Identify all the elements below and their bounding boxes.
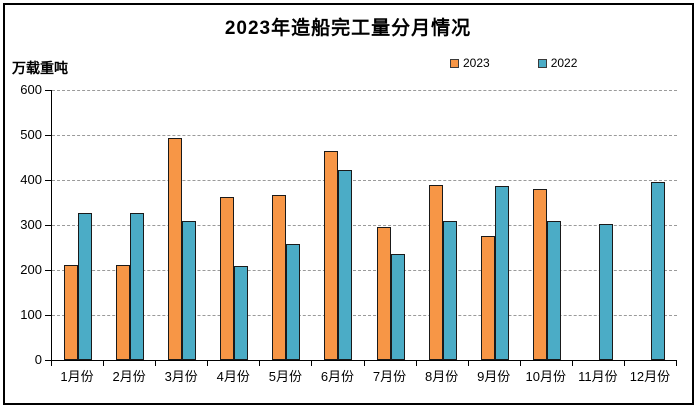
x-axis-tick-7 bbox=[415, 361, 417, 366]
bar-2022-8月份 bbox=[442, 221, 457, 360]
legend-item-2022: 2022 bbox=[537, 56, 578, 70]
legend: 2023 2022 bbox=[450, 56, 577, 70]
y-tick-label-0: 0 bbox=[34, 352, 42, 367]
x-axis-tick-3 bbox=[207, 361, 209, 366]
bar-2022-5月份 bbox=[286, 244, 301, 360]
bar-2023-5月份 bbox=[272, 194, 287, 360]
x-axis-tick-11 bbox=[623, 361, 625, 366]
legend-swatch-2023 bbox=[450, 58, 459, 68]
bar-2023-10月份 bbox=[532, 188, 547, 360]
y-axis-tick-0 bbox=[45, 360, 51, 361]
y-tick-label-500: 500 bbox=[20, 127, 42, 142]
x-tick-label-5月份: 5月份 bbox=[268, 369, 302, 384]
gridline-200 bbox=[52, 270, 677, 271]
bar-2022-3月份 bbox=[182, 221, 197, 360]
y-axis-unit-label: 万载重吨 bbox=[12, 60, 68, 76]
x-tick-label-12月份: 12月份 bbox=[629, 369, 671, 384]
legend-item-2023: 2023 bbox=[450, 56, 490, 70]
y-tick-label-600: 600 bbox=[20, 82, 42, 97]
gridline-500 bbox=[52, 135, 677, 136]
x-tick-label-7月份: 7月份 bbox=[372, 369, 407, 384]
x-axis-tick-5 bbox=[311, 361, 313, 366]
x-axis-tick-0 bbox=[51, 361, 52, 366]
y-tick-label-200: 200 bbox=[20, 262, 42, 277]
bar-2023-7月份 bbox=[376, 226, 391, 360]
x-axis-tick-9 bbox=[519, 361, 521, 366]
x-tick-label-3月份: 3月份 bbox=[164, 369, 198, 384]
legend-swatch-2022 bbox=[537, 58, 547, 68]
bar-2022-1月份 bbox=[78, 213, 93, 360]
x-tick-label-11月份: 11月份 bbox=[578, 369, 618, 384]
x-tick-label-2月份: 2月份 bbox=[112, 369, 146, 384]
y-axis-tick-300 bbox=[45, 225, 51, 226]
gridline-300 bbox=[52, 225, 677, 226]
bar-2022-2月份 bbox=[130, 212, 145, 360]
legend-label-2023: 2023 bbox=[463, 56, 490, 70]
x-tick-label-4月份: 4月份 bbox=[216, 369, 250, 384]
legend-label-2022: 2022 bbox=[550, 56, 578, 70]
y-axis-tick-200 bbox=[45, 270, 51, 271]
bar-2023-6月份 bbox=[324, 150, 339, 360]
x-tick-label-6月份: 6月份 bbox=[320, 369, 355, 384]
bar-2023-2月份 bbox=[116, 265, 131, 360]
y-axis-tick-600 bbox=[45, 90, 51, 91]
bar-2022-10月份 bbox=[546, 221, 561, 360]
y-tick-label-400: 400 bbox=[20, 172, 42, 187]
y-axis-tick-500 bbox=[45, 135, 51, 136]
bar-2023-8月份 bbox=[428, 185, 443, 360]
x-axis-tick-2 bbox=[155, 361, 157, 366]
chart-title: 2023年造船完工量分月情况 bbox=[224, 18, 472, 39]
gridline-100 bbox=[52, 315, 677, 316]
bar-2022-12月份 bbox=[650, 181, 665, 360]
bar-2023-3月份 bbox=[168, 137, 183, 360]
y-axis-tick-100 bbox=[45, 315, 51, 316]
bar-2022-6月份 bbox=[338, 170, 353, 360]
x-tick-label-1月份: 1月份 bbox=[60, 369, 94, 384]
x-tick-label-8月份: 8月份 bbox=[425, 369, 459, 384]
bar-2023-4月份 bbox=[220, 196, 235, 360]
x-axis-tick-4 bbox=[259, 361, 261, 366]
bar-2023-9月份 bbox=[480, 235, 495, 360]
y-axis-tick-400 bbox=[45, 180, 51, 181]
y-tick-label-100: 100 bbox=[20, 307, 42, 322]
x-axis-tick-10 bbox=[571, 361, 573, 366]
bar-2022-11月份 bbox=[598, 224, 613, 360]
x-axis-tick-6 bbox=[363, 361, 365, 366]
bar-2022-4月份 bbox=[234, 265, 249, 360]
plot-area bbox=[51, 90, 677, 361]
x-axis-tick-8 bbox=[467, 361, 469, 366]
x-axis-tick-12 bbox=[676, 361, 677, 366]
bar-2023-1月份 bbox=[64, 265, 79, 360]
y-tick-label-300: 300 bbox=[20, 217, 42, 232]
gridline-400 bbox=[52, 180, 677, 181]
bar-2022-9月份 bbox=[494, 186, 509, 360]
x-tick-label-10月份: 10月份 bbox=[525, 369, 567, 384]
x-axis-tick-1 bbox=[103, 361, 105, 366]
gridline-600 bbox=[52, 90, 677, 91]
x-tick-label-9月份: 9月份 bbox=[477, 369, 511, 384]
bar-2022-7月份 bbox=[390, 254, 405, 360]
